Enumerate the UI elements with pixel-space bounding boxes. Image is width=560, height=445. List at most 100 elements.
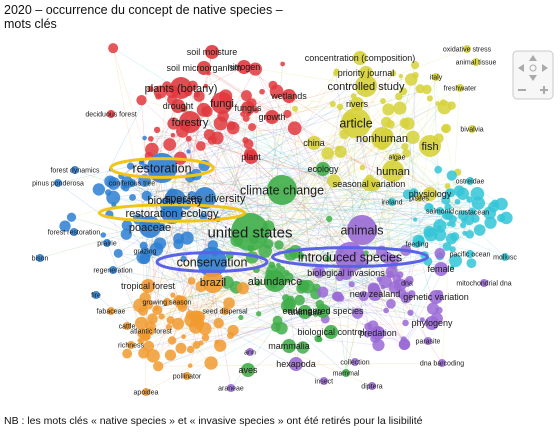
keyword-node[interactable] — [107, 307, 115, 315]
keyword-node[interactable] — [141, 247, 149, 255]
keyword-node[interactable] — [282, 339, 296, 353]
keyword-node[interactable] — [388, 198, 396, 206]
pan-down-icon[interactable] — [529, 75, 537, 81]
keyword-node[interactable] — [54, 179, 62, 187]
keyword-node[interactable] — [413, 240, 421, 248]
keyword-node[interactable] — [307, 136, 321, 150]
keyword-node[interactable] — [353, 51, 367, 65]
keyword-node[interactable] — [142, 388, 150, 396]
keyword-node[interactable] — [342, 369, 350, 377]
keyword-node[interactable] — [141, 279, 155, 293]
keyword-node[interactable] — [371, 326, 385, 340]
keyword-node[interactable] — [197, 247, 227, 277]
keyword-node[interactable] — [438, 359, 446, 367]
keyword-node[interactable] — [382, 160, 404, 182]
keyword-node[interactable] — [109, 266, 117, 274]
keyword-node[interactable] — [171, 99, 185, 113]
keyword-node[interactable] — [362, 177, 376, 191]
keyword-node[interactable] — [415, 194, 423, 202]
keyword-node[interactable] — [341, 108, 371, 138]
keyword-node[interactable] — [355, 75, 377, 97]
zoom-in-icon[interactable] — [540, 86, 548, 94]
keyword-node[interactable] — [163, 298, 171, 306]
keyword-node[interactable] — [419, 135, 441, 157]
pan-left-icon[interactable] — [518, 64, 524, 72]
keyword-label: concentration (composition) — [305, 53, 416, 63]
keyword-node[interactable] — [205, 45, 219, 59]
keyword-node[interactable] — [36, 254, 44, 262]
keyword-node[interactable] — [128, 179, 136, 187]
keyword-node[interactable] — [221, 307, 229, 315]
keyword-node[interactable] — [350, 97, 364, 111]
pan-right-icon[interactable] — [542, 64, 548, 72]
keyword-node[interactable] — [241, 101, 255, 115]
keyword-node[interactable] — [468, 125, 476, 133]
keyword-node[interactable] — [480, 279, 488, 287]
keyword-node[interactable] — [227, 384, 235, 392]
keyword-node[interactable] — [371, 127, 393, 149]
keyword-node[interactable] — [403, 279, 411, 287]
keyword-node[interactable] — [466, 177, 474, 185]
keyword-node[interactable] — [320, 377, 328, 385]
keyword-node[interactable] — [183, 372, 191, 380]
keyword-node[interactable] — [264, 270, 286, 292]
keyword-node[interactable] — [463, 45, 471, 53]
keyword-node[interactable] — [501, 253, 509, 261]
keyword-node[interactable] — [147, 327, 155, 335]
keyword-node[interactable] — [432, 73, 440, 81]
keyword-node[interactable] — [241, 363, 255, 377]
keyword-node[interactable] — [127, 341, 135, 349]
keyword-node[interactable] — [107, 110, 115, 118]
network-edge — [203, 109, 465, 234]
keyword-node[interactable] — [351, 358, 359, 366]
fit-icon[interactable] — [529, 64, 537, 72]
keyword-node[interactable] — [456, 84, 464, 92]
keyword-node[interactable] — [237, 60, 251, 74]
keyword-node[interactable] — [393, 153, 401, 161]
keyword-node[interactable] — [359, 66, 373, 80]
keyword-node[interactable] — [368, 287, 382, 301]
keyword-node[interactable] — [289, 357, 303, 371]
keyword-node[interactable] — [147, 153, 177, 183]
keyword-node[interactable] — [170, 77, 192, 99]
keyword-node[interactable] — [429, 290, 443, 304]
network-node — [193, 90, 205, 102]
network-edge — [369, 123, 409, 180]
keyword-node[interactable] — [347, 215, 377, 245]
keyword-node[interactable] — [472, 58, 480, 66]
keyword-node[interactable] — [339, 266, 353, 280]
keyword-node[interactable] — [468, 208, 476, 216]
keyword-node[interactable] — [424, 337, 432, 345]
keyword-node[interactable] — [368, 382, 376, 390]
keyword-node[interactable] — [267, 175, 297, 205]
keyword-node[interactable] — [316, 304, 330, 318]
keyword-node[interactable] — [211, 92, 233, 114]
keyword-node[interactable] — [231, 213, 269, 251]
keyword-node[interactable] — [324, 325, 338, 339]
keyword-node[interactable] — [436, 207, 444, 215]
navigation-control[interactable] — [512, 50, 554, 100]
keyword-node[interactable] — [282, 89, 296, 103]
keyword-node[interactable] — [202, 271, 224, 293]
zoom-out-icon[interactable] — [518, 89, 526, 91]
keyword-node[interactable] — [265, 110, 279, 124]
keyword-node[interactable] — [179, 111, 201, 133]
keyword-node[interactable] — [194, 187, 216, 209]
pan-up-icon[interactable] — [529, 55, 537, 61]
keyword-node[interactable] — [197, 61, 211, 75]
keyword-node[interactable] — [298, 305, 312, 319]
network-node — [204, 356, 218, 370]
keyword-node[interactable] — [244, 150, 258, 164]
keyword-node[interactable] — [92, 291, 100, 299]
keyword-node[interactable] — [103, 239, 111, 247]
keyword-node[interactable] — [70, 228, 78, 236]
keyword-node[interactable] — [425, 316, 439, 330]
keyword-node[interactable] — [246, 348, 254, 356]
keyword-node[interactable] — [316, 162, 330, 176]
keyword-node[interactable] — [434, 262, 448, 276]
keyword-node[interactable] — [123, 322, 131, 330]
keyword-node[interactable] — [466, 250, 474, 258]
keyword-node[interactable] — [71, 166, 79, 174]
keyword-node[interactable] — [335, 242, 365, 272]
keyword-node[interactable] — [423, 187, 437, 201]
